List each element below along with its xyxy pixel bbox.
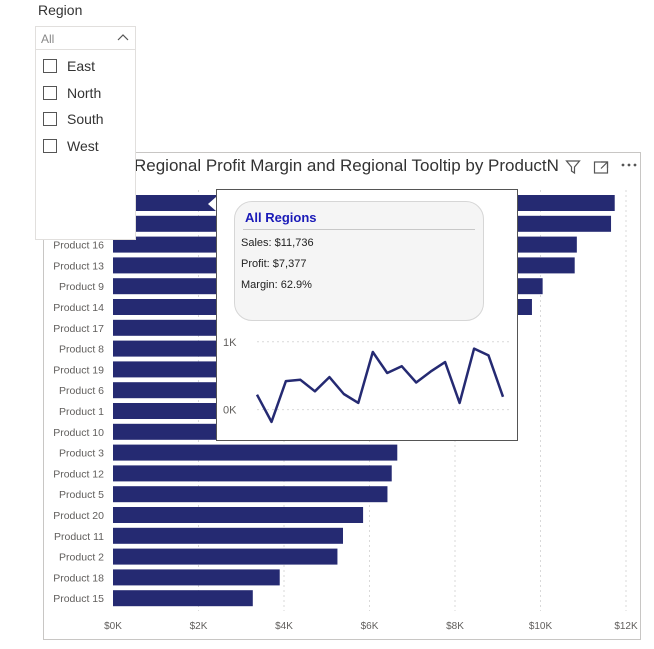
y-tick-label: Product 1 bbox=[59, 406, 104, 418]
bar[interactable] bbox=[113, 590, 253, 607]
y-tick-label: Product 20 bbox=[53, 510, 104, 522]
tooltip-margin: Margin: 62.9% bbox=[241, 279, 312, 291]
region-slicer: All East North South West bbox=[35, 26, 136, 240]
y-tick-label: Product 17 bbox=[53, 323, 104, 335]
bar[interactable] bbox=[113, 527, 343, 544]
y-tick-label: Product 6 bbox=[59, 385, 104, 397]
bar[interactable] bbox=[113, 548, 338, 565]
filter-icon[interactable] bbox=[565, 159, 581, 175]
x-tick-label: $4K bbox=[275, 621, 293, 632]
y-tick-label: Product 12 bbox=[53, 468, 104, 480]
bar[interactable] bbox=[113, 465, 392, 482]
slicer-selected-value: All bbox=[41, 32, 55, 46]
y-tick-label: Product 13 bbox=[53, 260, 104, 272]
x-tick-label: $6K bbox=[361, 621, 379, 632]
x-tick-label: $12K bbox=[614, 621, 638, 632]
slicer-item-south[interactable]: South bbox=[43, 110, 104, 128]
slicer-dropdown[interactable]: All bbox=[36, 27, 135, 50]
checkbox[interactable] bbox=[43, 139, 57, 153]
tooltip-sparkline: 0K 1K bbox=[223, 337, 509, 424]
x-tick-label: $10K bbox=[529, 621, 553, 632]
checkbox[interactable] bbox=[43, 112, 57, 126]
checkbox[interactable] bbox=[43, 86, 57, 100]
y-tick-label: Product 18 bbox=[53, 572, 104, 584]
tooltip-divider bbox=[243, 229, 475, 230]
x-tick-label: $0K bbox=[104, 621, 122, 632]
y-tick-label: Product 5 bbox=[59, 489, 104, 501]
checkbox[interactable] bbox=[43, 59, 57, 73]
tooltip-profit: Profit: $7,377 bbox=[241, 258, 307, 270]
slicer-title: Region bbox=[38, 2, 83, 18]
y-tick-label: Product 14 bbox=[53, 302, 104, 314]
y-tick-label: Product 11 bbox=[54, 531, 104, 543]
tooltip-card: All Regions Sales: $11,736 Profit: $7,37… bbox=[234, 201, 484, 321]
sparkline-y-tick-label: 0K bbox=[223, 405, 237, 417]
slicer-item-west[interactable]: West bbox=[43, 137, 99, 155]
x-tick-label: $8K bbox=[446, 621, 464, 632]
chevron-up-icon bbox=[117, 34, 129, 41]
x-tick-label: $2K bbox=[190, 621, 208, 632]
focus-mode-icon[interactable] bbox=[593, 159, 609, 175]
slicer-item-label: East bbox=[67, 58, 96, 74]
bar[interactable] bbox=[113, 486, 388, 503]
slicer-item-north[interactable]: North bbox=[43, 84, 101, 102]
sparkline-series bbox=[255, 347, 505, 424]
slicer-item-label: South bbox=[67, 111, 104, 127]
slicer-item-label: West bbox=[67, 138, 99, 154]
tooltip: All Regions Sales: $11,736 Profit: $7,37… bbox=[216, 189, 518, 441]
slicer-item-label: North bbox=[67, 85, 102, 101]
sparkline-y-tick-label: 1K bbox=[223, 337, 237, 349]
y-tick-label: Product 19 bbox=[53, 364, 104, 376]
y-tick-label: Product 15 bbox=[53, 593, 104, 605]
bar[interactable] bbox=[113, 569, 280, 586]
y-tick-label: Product 9 bbox=[59, 281, 104, 293]
y-tick-label: Product 8 bbox=[59, 344, 104, 356]
bar[interactable] bbox=[113, 507, 364, 523]
visual-title: Regional Profit Margin and Regional Tool… bbox=[134, 156, 559, 175]
bar[interactable] bbox=[113, 444, 398, 461]
y-tick-label: Product 2 bbox=[59, 552, 104, 564]
y-tick-label: Product 16 bbox=[53, 240, 104, 252]
slicer-item-east[interactable]: East bbox=[43, 57, 95, 75]
y-tick-label: Product 3 bbox=[59, 448, 104, 460]
tooltip-sales: Sales: $11,736 bbox=[241, 237, 314, 249]
more-options-icon[interactable] bbox=[620, 157, 638, 173]
y-tick-label: Product 10 bbox=[53, 427, 104, 439]
tooltip-heading: All Regions bbox=[245, 210, 317, 225]
tooltip-arrow bbox=[208, 197, 216, 211]
